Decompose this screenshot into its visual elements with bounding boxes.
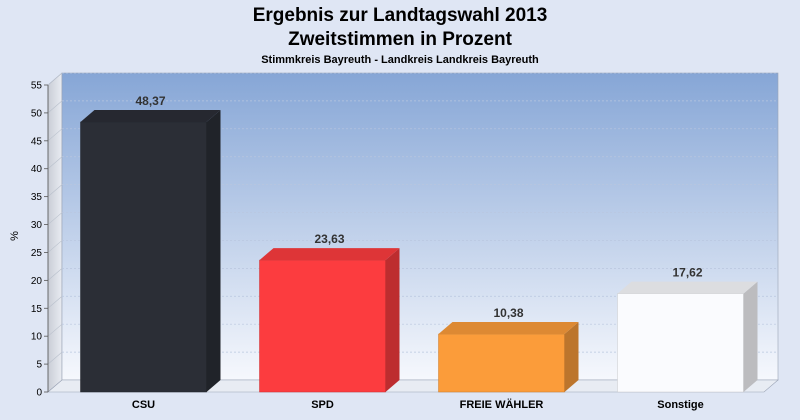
gridline-side bbox=[47, 100, 63, 114]
bar-top bbox=[617, 281, 758, 294]
y-tick-label: 5 bbox=[36, 360, 42, 371]
gridline-side bbox=[47, 212, 63, 225]
y-tick-label: 35 bbox=[31, 192, 43, 203]
gridline-side bbox=[47, 156, 63, 169]
data-label: 10,38 bbox=[493, 306, 523, 320]
y-tick-label: 40 bbox=[31, 164, 43, 175]
bars bbox=[80, 110, 758, 393]
bar-top bbox=[80, 110, 221, 123]
bar-top bbox=[259, 248, 400, 261]
gridline-side bbox=[47, 72, 63, 86]
gridline-side bbox=[47, 128, 63, 142]
bar-side bbox=[743, 281, 758, 392]
gridline-side bbox=[47, 296, 63, 309]
bar-freie-w-hler bbox=[438, 322, 579, 393]
chart-title-line2: Zweitstimmen in Prozent bbox=[288, 29, 512, 50]
y-tick-label: 15 bbox=[31, 304, 43, 315]
data-label: 48,37 bbox=[135, 94, 165, 108]
bar-spd bbox=[259, 248, 400, 393]
chart-subtitle: Stimmkreis Bayreuth - Landkreis Landkrei… bbox=[261, 54, 539, 66]
y-tick-label: 20 bbox=[31, 276, 43, 287]
gridline-side bbox=[47, 323, 63, 337]
y-axis-label: % bbox=[9, 231, 21, 241]
bar-top bbox=[438, 322, 579, 335]
bar-sonstige bbox=[617, 281, 758, 393]
y-tick-label: 30 bbox=[31, 220, 43, 231]
y-tick-label: 50 bbox=[31, 108, 43, 119]
gridline-side bbox=[47, 184, 63, 197]
bar-side bbox=[206, 110, 221, 393]
gridline-side bbox=[47, 240, 63, 253]
data-label: 17,62 bbox=[672, 266, 702, 280]
bar-front bbox=[80, 121, 207, 393]
bar-csu bbox=[80, 110, 221, 393]
bar-front bbox=[259, 259, 386, 393]
gridline-side bbox=[47, 268, 63, 281]
y-tick-label: 0 bbox=[36, 388, 42, 399]
chart-title: Ergebnis zur Landtagswahl 2013 bbox=[252, 5, 548, 26]
gridlines bbox=[47, 72, 778, 365]
chart-titles: Ergebnis zur Landtagswahl 2013 Zweitstim… bbox=[0, 0, 800, 66]
y-tick-label: 55 bbox=[31, 81, 43, 92]
side-wall bbox=[47, 72, 63, 393]
bar-side bbox=[385, 248, 400, 392]
x-tick-label: CSU bbox=[132, 399, 155, 411]
x-tick-label: SPD bbox=[311, 399, 334, 411]
bar-front bbox=[617, 293, 744, 393]
y-tick-label: 45 bbox=[31, 136, 43, 147]
y-tick-label: 10 bbox=[31, 332, 43, 343]
labels: 48,37 CSU 23,63 SPD 10,38 FREIE WÄHLER 17,62 So… bbox=[132, 94, 704, 411]
x-tick-label: FREIE WÄHLER bbox=[460, 398, 544, 411]
bar-side bbox=[564, 322, 579, 392]
x-tick-label: Sonstige bbox=[657, 399, 703, 411]
data-label: 23,63 bbox=[314, 232, 344, 246]
gridline-side bbox=[47, 351, 63, 365]
y-axis: 0 5 10 15 20 25 30 35 40 45 50 55 bbox=[31, 81, 49, 399]
y-tick-label: 25 bbox=[31, 248, 43, 259]
bar-front bbox=[438, 333, 565, 393]
